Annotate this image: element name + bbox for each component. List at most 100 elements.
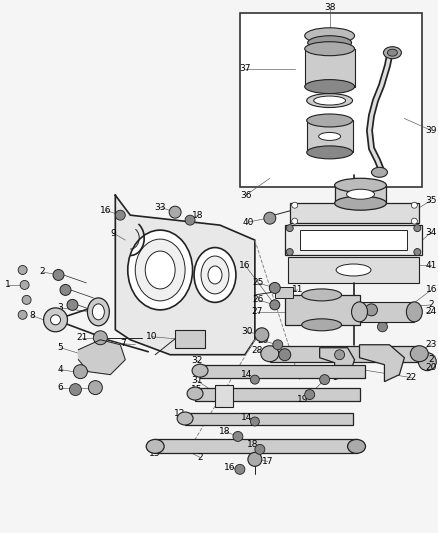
- Bar: [285, 225, 422, 255]
- Circle shape: [185, 215, 195, 225]
- Text: 12: 12: [174, 409, 186, 418]
- Ellipse shape: [305, 28, 354, 44]
- Circle shape: [286, 224, 293, 232]
- Ellipse shape: [145, 251, 175, 289]
- Text: 27: 27: [251, 308, 262, 317]
- Bar: [275, 287, 293, 298]
- Ellipse shape: [406, 302, 422, 322]
- Text: 32: 32: [191, 356, 203, 365]
- Ellipse shape: [187, 387, 203, 400]
- Bar: [285, 295, 360, 325]
- Ellipse shape: [346, 189, 374, 199]
- Circle shape: [115, 210, 125, 220]
- Ellipse shape: [388, 49, 397, 56]
- Circle shape: [320, 375, 330, 385]
- Circle shape: [414, 248, 421, 255]
- Circle shape: [18, 265, 27, 274]
- Circle shape: [335, 350, 345, 360]
- Text: 18: 18: [219, 427, 231, 436]
- Circle shape: [53, 270, 64, 280]
- Ellipse shape: [383, 47, 401, 59]
- Circle shape: [18, 310, 27, 319]
- Circle shape: [233, 431, 243, 441]
- Text: 14: 14: [241, 413, 253, 422]
- Text: 29: 29: [257, 336, 268, 345]
- Circle shape: [411, 218, 417, 224]
- Ellipse shape: [208, 266, 222, 284]
- Circle shape: [22, 295, 31, 304]
- Text: 25: 25: [252, 278, 264, 287]
- Circle shape: [235, 464, 245, 474]
- Polygon shape: [360, 345, 404, 382]
- Ellipse shape: [177, 412, 193, 425]
- Circle shape: [169, 206, 181, 218]
- Circle shape: [418, 353, 436, 370]
- Text: 11: 11: [292, 286, 304, 294]
- Text: 19: 19: [297, 395, 308, 404]
- Ellipse shape: [192, 364, 208, 377]
- Circle shape: [60, 285, 71, 295]
- Circle shape: [365, 304, 378, 316]
- Bar: [240, 13, 422, 187]
- Bar: [290, 203, 419, 223]
- Ellipse shape: [348, 439, 365, 454]
- Circle shape: [20, 280, 29, 289]
- Circle shape: [292, 202, 298, 208]
- Bar: [215, 385, 233, 407]
- Text: 3: 3: [58, 303, 64, 312]
- Text: 17: 17: [262, 457, 274, 466]
- Text: 5: 5: [58, 343, 64, 352]
- Ellipse shape: [135, 239, 185, 301]
- Ellipse shape: [307, 94, 353, 108]
- Ellipse shape: [371, 167, 388, 177]
- Circle shape: [43, 308, 67, 332]
- Ellipse shape: [201, 256, 229, 294]
- Ellipse shape: [92, 304, 104, 320]
- Text: 16: 16: [239, 261, 251, 270]
- Text: 33: 33: [155, 203, 166, 212]
- Ellipse shape: [335, 178, 386, 192]
- Text: 2: 2: [197, 453, 203, 462]
- Text: 10: 10: [146, 332, 158, 341]
- Ellipse shape: [302, 289, 342, 301]
- Circle shape: [248, 453, 262, 466]
- Circle shape: [74, 365, 88, 378]
- Text: 22: 22: [406, 373, 417, 382]
- Circle shape: [255, 328, 269, 342]
- Ellipse shape: [128, 230, 193, 310]
- Ellipse shape: [88, 298, 110, 326]
- Circle shape: [255, 445, 265, 455]
- Text: 8: 8: [30, 311, 35, 320]
- Text: 28: 28: [251, 346, 262, 355]
- Circle shape: [292, 218, 298, 224]
- Ellipse shape: [305, 42, 354, 55]
- Circle shape: [93, 331, 107, 345]
- Ellipse shape: [410, 346, 428, 362]
- Text: 18: 18: [192, 211, 204, 220]
- Ellipse shape: [146, 439, 164, 454]
- Circle shape: [50, 315, 60, 325]
- Polygon shape: [115, 195, 255, 355]
- Text: 21: 21: [77, 333, 88, 342]
- Text: 2: 2: [428, 301, 434, 309]
- Text: 18: 18: [247, 440, 258, 449]
- Bar: [175, 330, 205, 348]
- Text: 41: 41: [426, 261, 437, 270]
- Ellipse shape: [307, 146, 353, 159]
- Text: 36: 36: [240, 191, 252, 200]
- Circle shape: [286, 248, 293, 255]
- Text: 37: 37: [239, 64, 251, 73]
- Circle shape: [67, 300, 78, 310]
- Text: 21: 21: [304, 390, 315, 399]
- Text: 23: 23: [426, 340, 437, 349]
- Text: 2: 2: [40, 268, 46, 277]
- Circle shape: [411, 202, 417, 208]
- Text: 14: 14: [241, 370, 253, 379]
- Polygon shape: [78, 340, 125, 375]
- Text: 16: 16: [224, 463, 236, 472]
- Bar: [360, 302, 414, 322]
- Circle shape: [305, 390, 314, 400]
- Bar: [300, 230, 407, 250]
- Text: 6: 6: [58, 383, 64, 392]
- Bar: [195, 387, 360, 401]
